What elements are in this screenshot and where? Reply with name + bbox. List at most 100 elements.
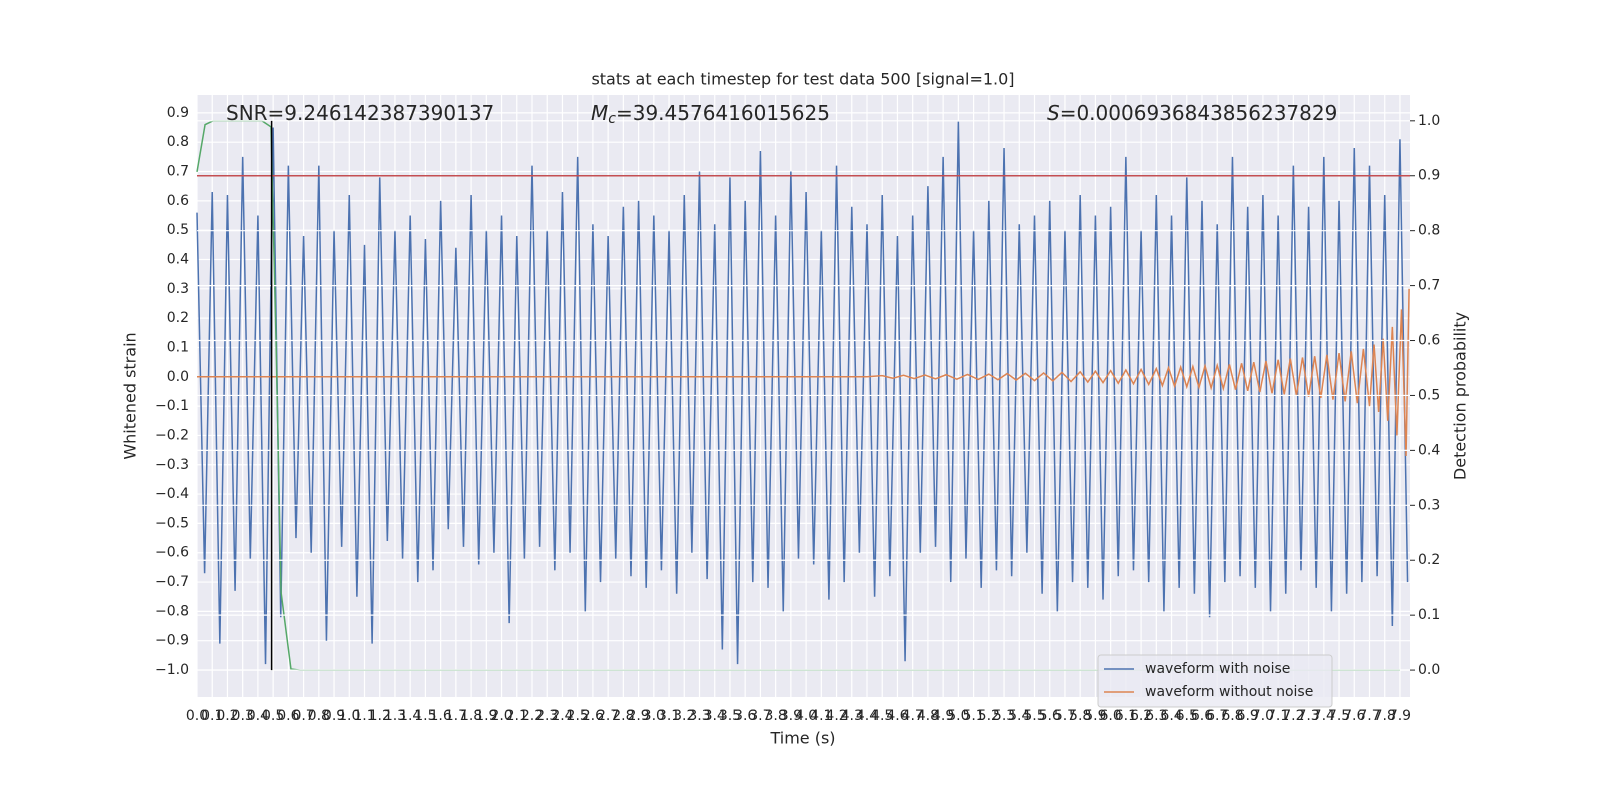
x-tick-label: 0.2 [216,708,238,724]
y-tick-label: −0.8 [155,603,189,619]
y-tick-label: 0.7 [167,164,189,180]
annotation-part: c [608,111,616,127]
x-tick-label: 2.1 [506,708,528,724]
y2-tick-label: 0.9 [1418,168,1440,184]
legend-label: waveform with noise [1145,661,1290,677]
x-tick-label: 7.6 [1343,708,1365,724]
x-tick-label: 2.3 [536,708,558,724]
x-tick-label: 6.5 [1176,708,1198,724]
x-tick-label: 1.6 [430,708,452,724]
x-tick-label: 0.3 [232,708,254,724]
y2-tick-label: 0.0 [1418,662,1440,678]
x-tick-label: 4.9 [932,708,954,724]
x-tick-label: 4.6 [886,708,908,724]
annotation: S=0.0006936843856237829 [1047,101,1337,125]
x-tick-label: 3.3 [688,708,710,724]
y2-tick-label: 0.6 [1418,333,1440,349]
y-tick-label: −0.4 [155,486,189,502]
x-tick-label: 0.6 [277,708,299,724]
series-line [196,121,1409,665]
x-tick-label: 4.2 [825,708,847,724]
annotation-part: SNR=9.246142387390137 [226,101,494,125]
y-tick-label: 0.2 [167,310,189,326]
y-tick-label: 0.9 [167,105,189,121]
x-tick-label: 1.7 [445,708,467,724]
x-tick-label: 2.7 [597,708,619,724]
x-tick-label: 4.4 [856,708,878,724]
x-tick-label: 2.9 [627,708,649,724]
annotation: Mc=39.4576416015625 [591,101,830,128]
x-tick-label: 6.8 [1221,708,1243,724]
y2-tick-label: 0.1 [1418,607,1440,623]
y-tick-label: −0.1 [155,398,189,414]
x-tick-label: 5.5 [1023,708,1045,724]
x-tick-label: 4.0 [795,708,817,724]
y-tick-label: 0.1 [167,339,189,355]
x-tick-label: 5.7 [1054,708,1076,724]
y-axis-label: Whitened strain [121,332,140,459]
y-tick-label: −0.6 [155,545,189,561]
x-tick-label: 1.9 [475,708,497,724]
x-tick-label: 2.8 [612,708,634,724]
y2-tick-label: 1.0 [1418,113,1440,129]
y-tick-label: 0.5 [167,222,189,238]
x-tick-label: 6.4 [1160,708,1182,724]
y-tick-label: −0.2 [155,427,189,443]
x-tick-label: 0.1 [201,708,223,724]
y2-tick-label: 0.5 [1418,387,1440,403]
x-tick-label: 2.4 [551,708,573,724]
y2-axis-label: Detection probability [1451,312,1470,480]
x-tick-label: 1.2 [369,708,391,724]
x-tick-label: 3.6 [734,708,756,724]
x-tick-label: 2.6 [582,708,604,724]
x-tick-label: 3.9 [780,708,802,724]
x-tick-label: 3.0 [643,708,665,724]
x-tick-label: 3.4 [704,708,726,724]
x-tick-label: 3.8 [765,708,787,724]
y2-tick-label: 0.4 [1418,442,1440,458]
y-tick-label: 0.0 [167,369,189,385]
y-tick-label: −0.5 [155,515,189,531]
x-tick-label: 6.2 [1130,708,1152,724]
x-tick-label: 6.9 [1237,708,1259,724]
chart-title: stats at each timestep for test data 500… [591,70,1014,89]
x-tick-label: 3.2 [673,708,695,724]
y2-tick-label: 0.2 [1418,552,1440,568]
x-tick-label: 4.8 [917,708,939,724]
x-tick-label: 4.3 [841,708,863,724]
annotation-part: M [591,101,608,125]
x-tick-label: 3.5 [719,708,741,724]
y-tick-label: −1.0 [155,662,189,678]
x-tick-label: 6.3 [1145,708,1167,724]
x-tick-label: 1.1 [353,708,375,724]
y2-tick-label: 0.8 [1418,223,1440,239]
x-tick-label: 1.5 [414,708,436,724]
x-axis-label: Time (s) [769,729,835,748]
annotation-part: =39.4576416015625 [616,101,830,125]
x-tick-label: 5.3 [993,708,1015,724]
x-tick-label: 0.7 [292,708,314,724]
legend-box [1097,654,1333,708]
x-tick-label: 7.7 [1358,708,1380,724]
x-tick-label: 7.3 [1297,708,1319,724]
x-tick-label: 0.5 [262,708,284,724]
x-tick-label: 5.4 [1008,708,1030,724]
x-tick-label: 7.4 [1313,708,1335,724]
x-tick-label: 7.2 [1282,708,1304,724]
y-tick-label: −0.7 [155,574,189,590]
annotation-part: S [1047,101,1060,125]
x-tick-label: 3.7 [749,708,771,724]
y-tick-label: 0.4 [167,252,189,268]
y2-tick-label: 0.3 [1418,497,1440,513]
x-tick-label: 1.3 [384,708,406,724]
x-tick-label: 2.5 [567,708,589,724]
x-tick-label: 0.8 [308,708,330,724]
x-tick-label: 6.7 [1206,708,1228,724]
y-tick-label: 0.6 [167,193,189,209]
x-tick-label: 6.6 [1191,708,1213,724]
x-tick-label: 5.2 [978,708,1000,724]
y-tick-label: 0.8 [167,134,189,150]
x-tick-label: 4.5 [871,708,893,724]
x-tick-label: 1.4 [399,708,421,724]
y-tick-label: −0.9 [155,633,189,649]
